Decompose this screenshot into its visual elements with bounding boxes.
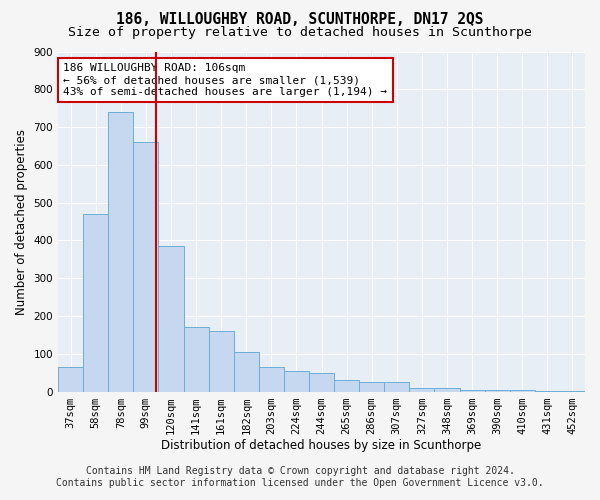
Bar <box>133 142 158 392</box>
Bar <box>460 390 485 392</box>
Bar <box>58 367 83 392</box>
Text: Contains HM Land Registry data © Crown copyright and database right 2024.
Contai: Contains HM Land Registry data © Crown c… <box>56 466 544 487</box>
Bar <box>535 391 560 392</box>
Bar <box>259 367 284 392</box>
Bar <box>233 352 259 392</box>
Bar <box>409 388 434 392</box>
Text: 186, WILLOUGHBY ROAD, SCUNTHORPE, DN17 2QS: 186, WILLOUGHBY ROAD, SCUNTHORPE, DN17 2… <box>116 12 484 28</box>
Bar <box>384 382 409 392</box>
Bar <box>434 388 460 392</box>
Bar <box>158 246 184 392</box>
Bar <box>108 112 133 392</box>
Bar <box>560 391 585 392</box>
Bar <box>334 380 359 392</box>
Text: Size of property relative to detached houses in Scunthorpe: Size of property relative to detached ho… <box>68 26 532 39</box>
Bar <box>359 382 384 392</box>
Bar <box>309 372 334 392</box>
Bar <box>510 390 535 392</box>
Bar <box>209 331 233 392</box>
Y-axis label: Number of detached properties: Number of detached properties <box>15 128 28 314</box>
Bar <box>284 371 309 392</box>
X-axis label: Distribution of detached houses by size in Scunthorpe: Distribution of detached houses by size … <box>161 440 482 452</box>
Bar <box>184 328 209 392</box>
Text: 186 WILLOUGHBY ROAD: 106sqm
← 56% of detached houses are smaller (1,539)
43% of : 186 WILLOUGHBY ROAD: 106sqm ← 56% of det… <box>64 64 388 96</box>
Bar <box>485 390 510 392</box>
Bar <box>83 214 108 392</box>
